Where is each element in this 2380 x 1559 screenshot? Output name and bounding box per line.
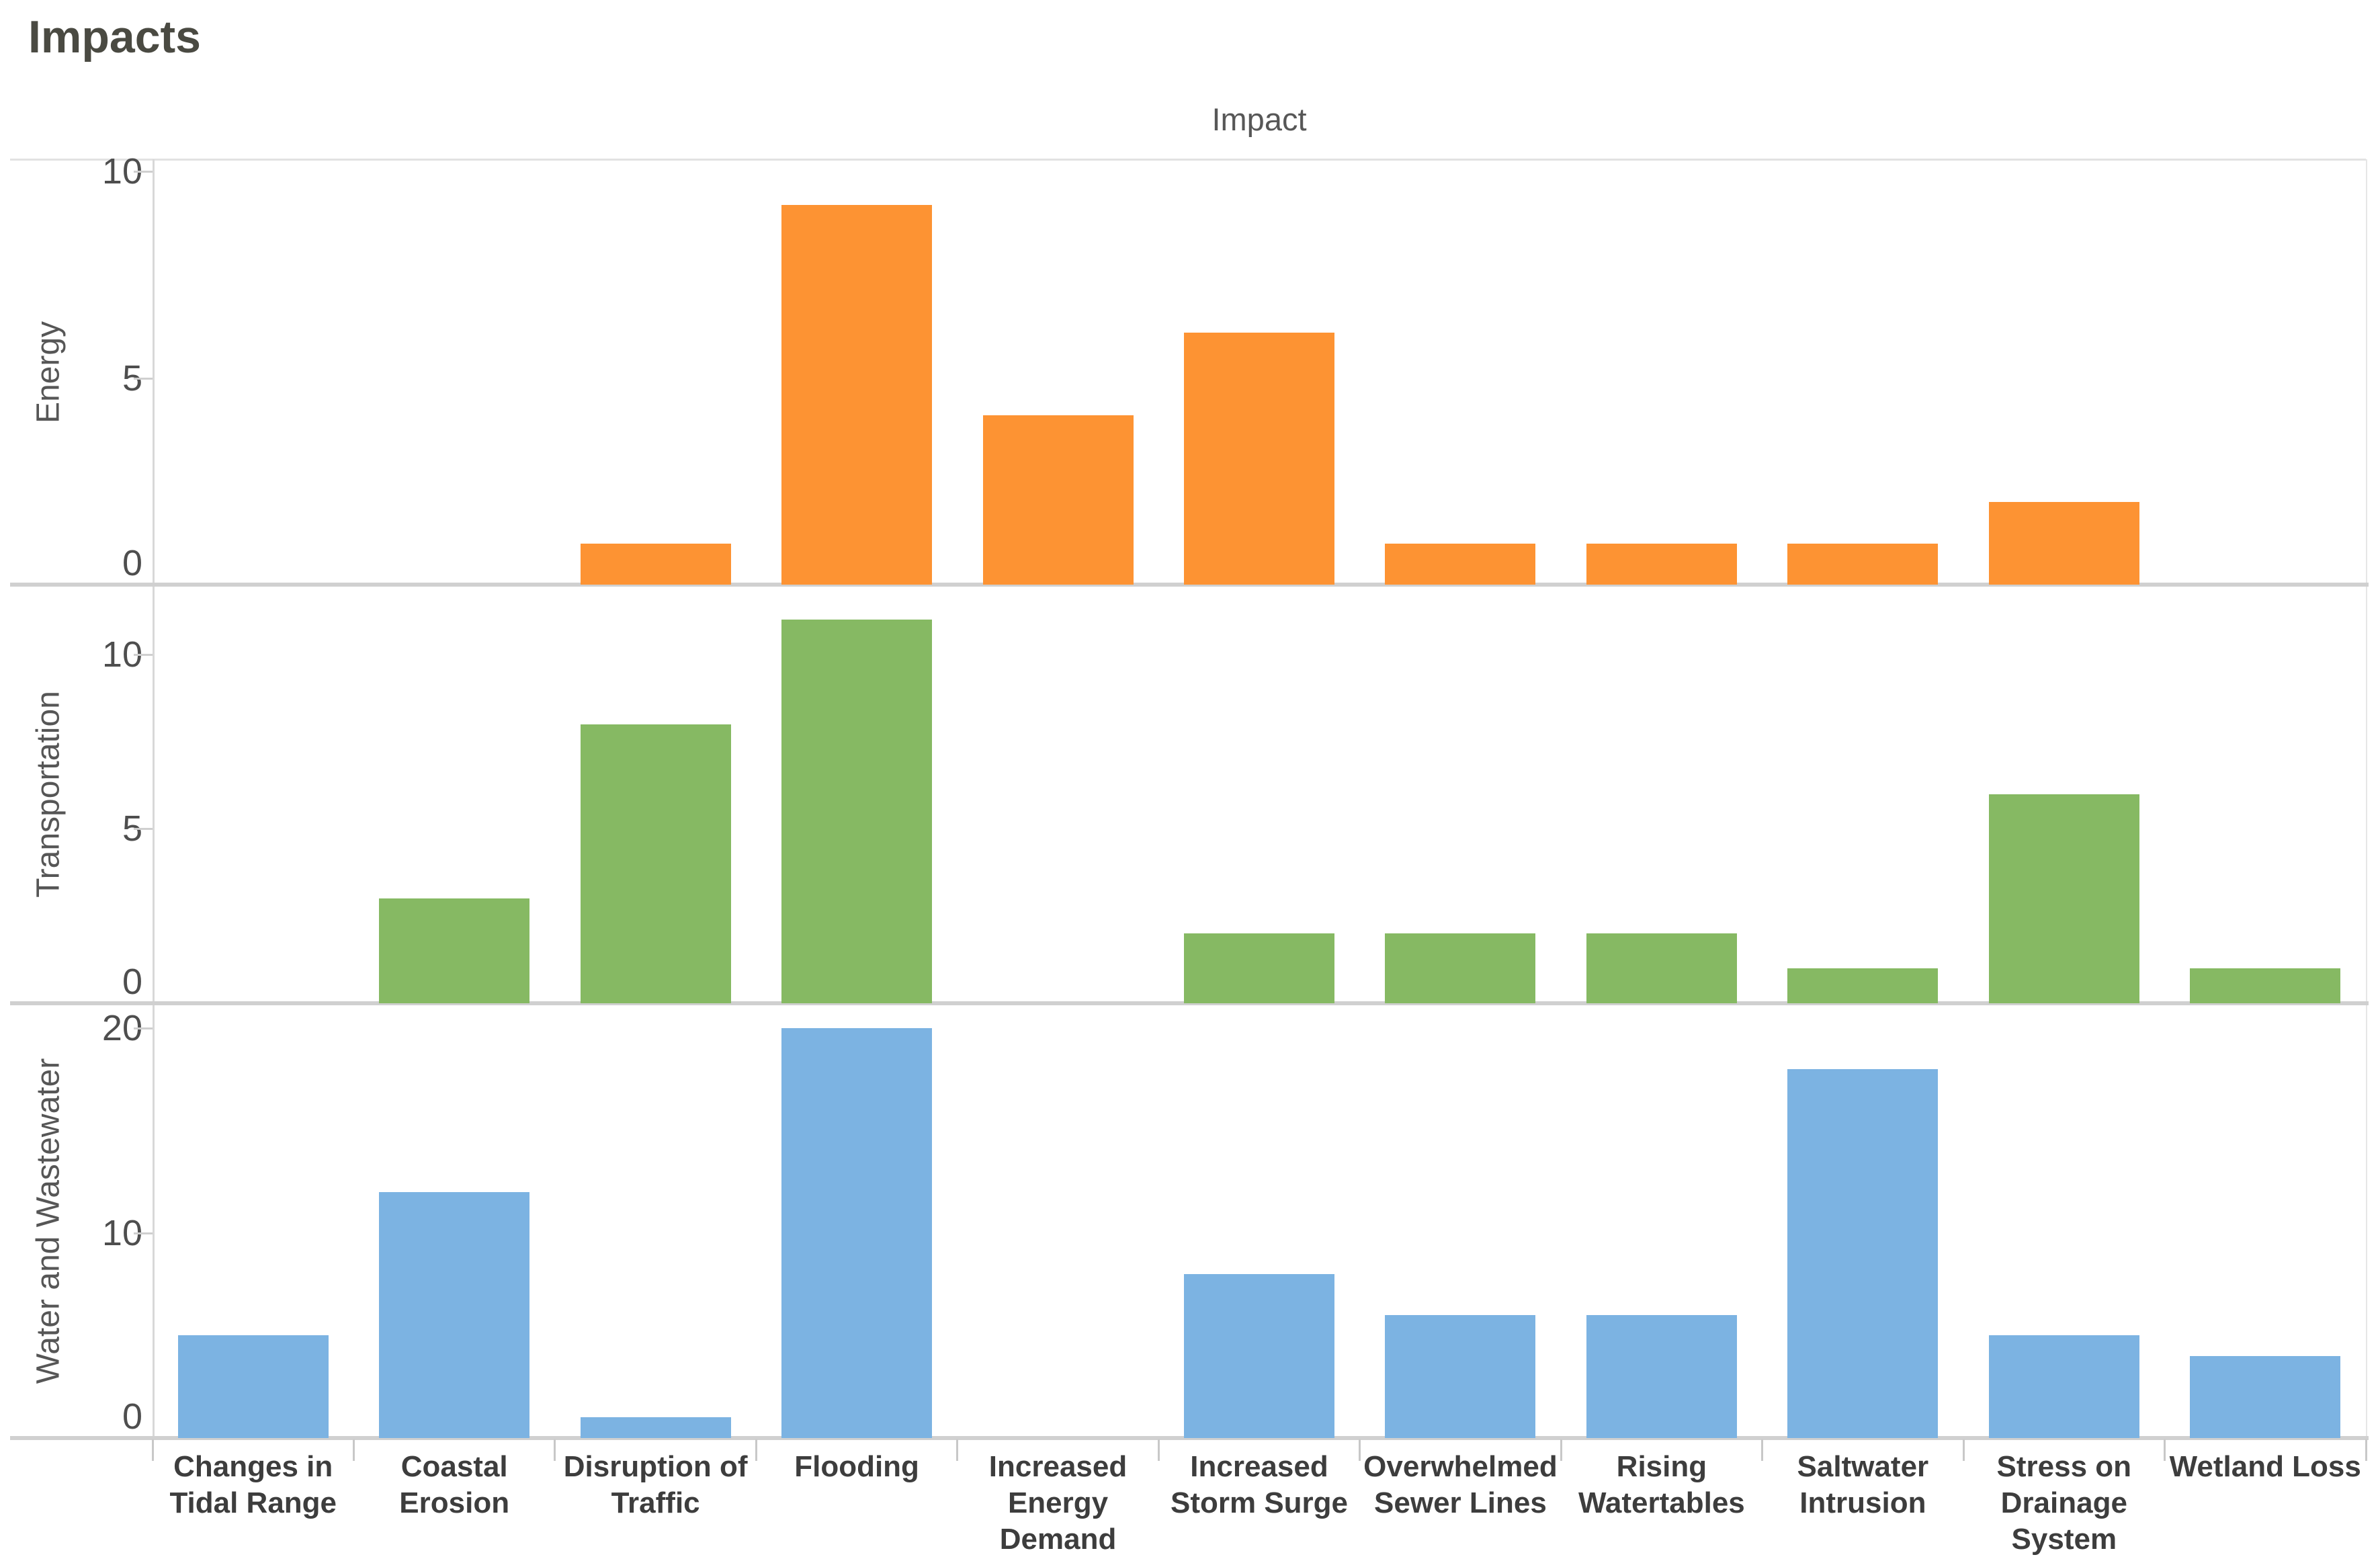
y-axis-line xyxy=(153,159,155,1438)
bar-transportation-coastal-erosion[interactable] xyxy=(379,898,530,1003)
y-tick-label: 0 xyxy=(122,962,142,1002)
y-tick-mark xyxy=(134,171,153,173)
x-tick-mark xyxy=(1157,1439,1160,1461)
y-tick-label: 0 xyxy=(122,1396,142,1437)
row-divider xyxy=(10,1436,2369,1440)
y-tick-mark xyxy=(134,1027,153,1029)
bar-water-and-wastewater-increased-storm-surge[interactable] xyxy=(1184,1273,1334,1438)
bar-transportation-rising-watertables[interactable] xyxy=(1586,933,1737,1003)
bar-energy-flooding[interactable] xyxy=(781,204,933,585)
y-tick-label: 10 xyxy=(101,634,142,675)
bar-energy-stress-on-drainage-system[interactable] xyxy=(1988,502,2139,585)
category-label: Wetland Loss xyxy=(2169,1450,2361,1483)
x-tick-mark xyxy=(2164,1439,2166,1461)
x-tick-mark xyxy=(1761,1439,1764,1461)
bar-transportation-stress-on-drainage-system[interactable] xyxy=(1988,794,2139,1003)
y-tick-label: 10 xyxy=(101,151,142,192)
y-tick-label: 5 xyxy=(122,357,142,398)
category-label: Flooding xyxy=(794,1450,919,1483)
bar-transportation-overwhelmed-sewer-lines[interactable] xyxy=(1385,933,1536,1003)
x-tick-mark xyxy=(352,1439,355,1461)
category-label: Saltwater Intrusion xyxy=(1797,1450,1929,1519)
x-tick-mark xyxy=(554,1439,556,1461)
panel-top-border xyxy=(10,159,2366,161)
x-tick-mark xyxy=(2365,1439,2367,1461)
bar-transportation-wetland-loss[interactable] xyxy=(2190,968,2341,1003)
bar-water-and-wastewater-overwhelmed-sewer-lines[interactable] xyxy=(1385,1314,1536,1438)
x-tick-mark xyxy=(1560,1439,1562,1461)
bar-energy-overwhelmed-sewer-lines[interactable] xyxy=(1385,543,1536,585)
y-tick-mark xyxy=(134,653,153,656)
bar-water-and-wastewater-wetland-loss[interactable] xyxy=(2190,1355,2341,1438)
bar-transportation-flooding[interactable] xyxy=(781,619,933,1003)
column-axis-title: Impact xyxy=(1212,101,1307,137)
y-tick-mark xyxy=(134,377,153,380)
bar-energy-increased-storm-surge[interactable] xyxy=(1184,333,1334,585)
y-tick-label: 10 xyxy=(101,1212,142,1253)
category-label: Stress on Drainage System xyxy=(1996,1450,2132,1556)
bar-energy-rising-watertables[interactable] xyxy=(1586,543,1737,585)
row-divider xyxy=(10,1001,2369,1005)
category-label: Increased Storm Surge xyxy=(1170,1450,1349,1519)
bar-energy-disruption-of-traffic[interactable] xyxy=(580,543,731,585)
x-tick-mark xyxy=(1962,1439,1965,1461)
x-tick-mark xyxy=(1359,1439,1361,1461)
y-tick-label: 0 xyxy=(122,543,142,583)
x-tick-mark xyxy=(755,1439,757,1461)
x-tick-mark xyxy=(151,1439,154,1461)
category-label: Increased Energy Demand xyxy=(988,1450,1128,1556)
row-divider xyxy=(10,583,2369,587)
bar-water-and-wastewater-saltwater-intrusion[interactable] xyxy=(1787,1068,1939,1438)
bar-transportation-disruption-of-traffic[interactable] xyxy=(580,724,731,1003)
category-label: Rising Watertables xyxy=(1578,1450,1745,1519)
category-label: Changes in Tidal Range xyxy=(169,1450,337,1519)
y-tick-label: 20 xyxy=(101,1007,142,1048)
panel-right-border xyxy=(2366,159,2367,1438)
bar-transportation-increased-storm-surge[interactable] xyxy=(1184,933,1334,1003)
bar-energy-increased-energy-demand[interactable] xyxy=(982,415,1134,585)
x-tick-mark xyxy=(956,1439,959,1461)
bar-water-and-wastewater-disruption-of-traffic[interactable] xyxy=(580,1417,731,1438)
bar-water-and-wastewater-coastal-erosion[interactable] xyxy=(379,1191,530,1438)
category-label: Coastal Erosion xyxy=(399,1450,510,1519)
y-tick-mark xyxy=(134,1232,153,1234)
bar-water-and-wastewater-rising-watertables[interactable] xyxy=(1586,1314,1737,1438)
bar-transportation-saltwater-intrusion[interactable] xyxy=(1787,968,1939,1003)
category-label: Overwhelmed Sewer Lines xyxy=(1363,1450,1558,1519)
row-axis-label: Transportation xyxy=(30,690,67,898)
y-tick-mark xyxy=(134,828,153,831)
y-tick-label: 5 xyxy=(122,808,142,849)
bar-water-and-wastewater-changes-in-tidal-range[interactable] xyxy=(177,1335,329,1438)
bar-water-and-wastewater-flooding[interactable] xyxy=(781,1027,933,1438)
page-title: Impacts xyxy=(28,11,201,62)
bar-water-and-wastewater-stress-on-drainage-system[interactable] xyxy=(1988,1335,2139,1438)
category-label: Disruption of Traffic xyxy=(563,1450,748,1519)
bar-energy-saltwater-intrusion[interactable] xyxy=(1787,543,1939,585)
